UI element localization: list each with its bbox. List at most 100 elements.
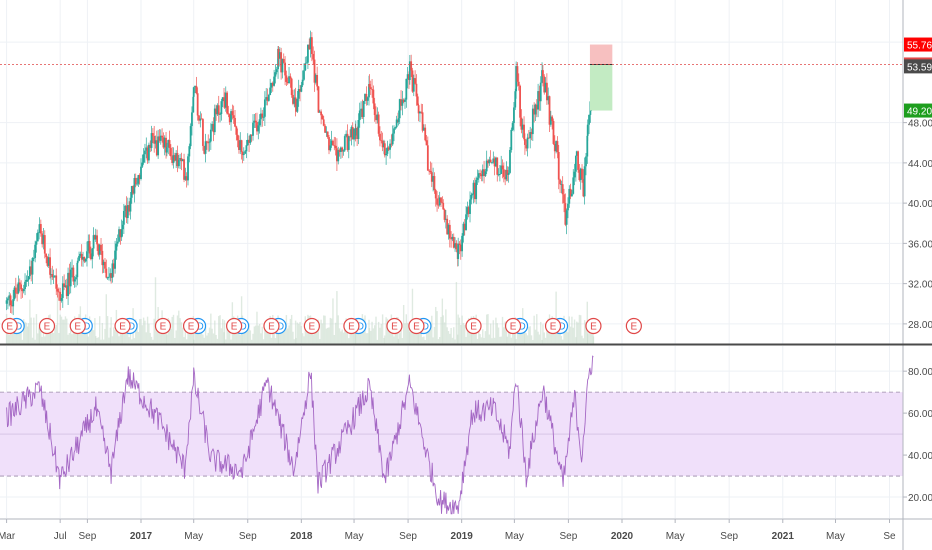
candle[interactable] [122, 203, 125, 235]
candle[interactable] [424, 124, 427, 142]
candle[interactable] [362, 100, 365, 124]
candle[interactable] [308, 38, 311, 50]
candle[interactable] [263, 91, 266, 126]
candle[interactable] [330, 130, 333, 148]
candle[interactable] [253, 113, 256, 129]
candle[interactable] [419, 111, 421, 123]
candle[interactable] [86, 241, 88, 267]
stop-loss-zone[interactable] [589, 44, 613, 65]
candle[interactable] [43, 230, 46, 259]
candle[interactable] [447, 223, 450, 240]
candle[interactable] [205, 140, 208, 150]
candle[interactable] [400, 90, 402, 111]
candle[interactable] [262, 107, 265, 122]
earnings-marker[interactable]: E [303, 317, 320, 335]
candle[interactable] [59, 287, 62, 311]
candle[interactable] [472, 180, 475, 204]
candle[interactable] [104, 258, 106, 273]
candle[interactable] [438, 191, 441, 207]
candle[interactable] [159, 129, 162, 145]
candle[interactable] [211, 121, 214, 132]
candle[interactable] [405, 78, 408, 108]
candle[interactable] [100, 237, 102, 256]
candle[interactable] [260, 107, 262, 128]
candle[interactable] [502, 162, 505, 183]
candle[interactable] [24, 273, 26, 296]
candle[interactable] [479, 169, 482, 180]
candle[interactable] [389, 139, 391, 159]
earnings-marker-circle[interactable] [408, 317, 425, 335]
candle[interactable] [150, 125, 153, 152]
candle[interactable] [168, 130, 171, 156]
earnings-marker[interactable]: E [154, 317, 172, 335]
candle[interactable] [209, 123, 212, 150]
candle[interactable] [406, 67, 409, 89]
candle[interactable] [12, 289, 15, 316]
candle[interactable] [493, 156, 496, 176]
candle[interactable] [549, 110, 552, 127]
candle[interactable] [286, 77, 289, 85]
candle[interactable] [534, 103, 537, 121]
candle[interactable] [161, 128, 163, 143]
candle[interactable] [433, 172, 436, 194]
candle[interactable] [27, 276, 30, 287]
candle[interactable] [136, 177, 138, 187]
candle[interactable] [273, 69, 275, 87]
candle[interactable] [101, 243, 104, 274]
candle[interactable] [257, 121, 260, 140]
candle[interactable] [527, 130, 530, 139]
earnings-marker[interactable]: E [465, 317, 482, 335]
candle[interactable] [561, 176, 564, 204]
candle[interactable] [169, 144, 172, 160]
candle[interactable] [332, 139, 334, 146]
earnings-marker[interactable]: DE [263, 317, 287, 335]
candle[interactable] [51, 265, 54, 281]
candle[interactable] [385, 148, 388, 165]
candle[interactable] [533, 102, 536, 123]
candle[interactable] [414, 70, 417, 85]
earnings-marker-circle[interactable] [625, 317, 642, 335]
candle[interactable] [194, 85, 196, 94]
candle[interactable] [289, 73, 292, 88]
earnings-marker[interactable]: E [585, 317, 602, 335]
candle[interactable] [452, 233, 455, 249]
candle[interactable] [334, 137, 337, 156]
candle[interactable] [458, 241, 461, 255]
candle[interactable] [316, 66, 319, 91]
candle[interactable] [500, 155, 503, 175]
candle[interactable] [5, 297, 8, 311]
candle[interactable] [98, 243, 101, 260]
candle[interactable] [531, 104, 534, 141]
candle[interactable] [13, 285, 16, 301]
candle[interactable] [241, 151, 244, 164]
candle[interactable] [381, 132, 384, 152]
candle[interactable] [110, 272, 113, 284]
candle[interactable] [398, 98, 401, 125]
earnings-marker-circle[interactable] [544, 317, 562, 335]
candle[interactable] [358, 102, 361, 128]
candle[interactable] [121, 220, 124, 237]
candle[interactable] [525, 139, 528, 152]
candle[interactable] [440, 197, 442, 207]
candle[interactable] [328, 134, 330, 155]
candle[interactable] [487, 158, 489, 168]
candle[interactable] [36, 229, 39, 242]
candle[interactable] [172, 147, 175, 169]
candle[interactable] [317, 85, 320, 113]
candle[interactable] [249, 134, 252, 145]
candle[interactable] [21, 288, 24, 298]
candle[interactable] [132, 185, 134, 195]
candle[interactable] [244, 150, 247, 155]
candle[interactable] [176, 145, 179, 173]
candle[interactable] [416, 93, 419, 106]
candle[interactable] [450, 231, 453, 248]
candle[interactable] [293, 89, 296, 108]
candle[interactable] [166, 142, 168, 157]
candle[interactable] [88, 234, 91, 259]
candle[interactable] [230, 108, 232, 131]
candle[interactable] [151, 128, 154, 144]
candle[interactable] [320, 109, 323, 125]
candle[interactable] [517, 73, 520, 91]
candle[interactable] [130, 185, 133, 204]
candle[interactable] [437, 195, 440, 209]
